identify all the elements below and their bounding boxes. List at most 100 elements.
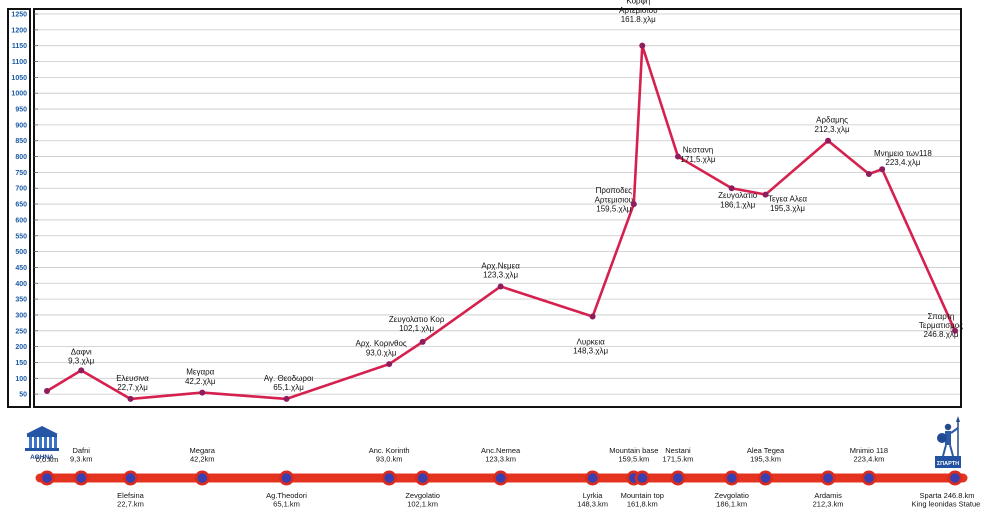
data-label: Αρχ.Νεμεα 123,3.χλμ bbox=[481, 261, 520, 279]
leonidas-statue-icon: ΣΠΑΡΤΗ bbox=[935, 416, 961, 468]
route-stop-label: Nestani 171,5.km bbox=[663, 446, 694, 464]
route-stop bbox=[42, 473, 52, 483]
data-label: Νεστανη 171,5.χλμ bbox=[680, 146, 715, 164]
y-tick-label: 700 bbox=[15, 186, 27, 193]
data-label: Ζευγολατιο 186,1.χλμ bbox=[718, 191, 758, 209]
route-stop bbox=[76, 473, 87, 483]
data-point bbox=[728, 185, 735, 192]
route-stop-label: Mnimio 118 223,4.km bbox=[850, 446, 888, 464]
data-point bbox=[630, 201, 637, 208]
sparta-label: ΣΠΑΡΤΗ bbox=[937, 461, 959, 467]
y-tick-label: 1100 bbox=[12, 59, 27, 66]
route-stop bbox=[823, 473, 833, 483]
data-label: Αρδαμης 212,3.χλμ bbox=[815, 116, 850, 134]
y-tick-label: 850 bbox=[15, 138, 27, 145]
route-stop-label: Anc. Korinth 93,0.km bbox=[369, 446, 410, 464]
data-label: Ζευγολατιο Κορ 102,1.χλμ bbox=[389, 315, 445, 333]
data-label: Προποδες Αρτεμισιου 159,5.χλμ bbox=[595, 186, 633, 213]
y-tick-label: 200 bbox=[15, 344, 27, 351]
route-stop-label: Anc.Nemea 123,3.km bbox=[481, 446, 521, 464]
route-stop-label: Ardamis 212,3.km bbox=[813, 491, 844, 509]
y-tick-label: 650 bbox=[15, 202, 27, 209]
data-label: Σπαρτη Τερματισμος 246.8.χλμ bbox=[919, 312, 963, 339]
y-tick-label: 100 bbox=[15, 376, 27, 383]
data-point bbox=[199, 389, 206, 396]
data-point bbox=[952, 327, 958, 334]
data-point bbox=[497, 283, 504, 290]
data-point bbox=[865, 170, 872, 177]
route-stop-label: Ag.Theodori 65,1.km bbox=[266, 491, 307, 509]
data-point bbox=[762, 191, 769, 198]
y-tick-label: 150 bbox=[15, 360, 27, 367]
route-stop-label: Zevgolatio 186,1.km bbox=[714, 491, 749, 509]
plot-frame bbox=[33, 8, 962, 408]
route-stop bbox=[760, 473, 771, 483]
route-stop bbox=[587, 473, 598, 483]
route-stop-label: Alea Tegea 195,3.km bbox=[747, 446, 785, 464]
data-label: Τεγεα Αλεα 195,3.χλμ bbox=[768, 195, 807, 213]
route-stop-label: Mountain top 161,8.km bbox=[621, 491, 664, 509]
route-stop-label: Megara 42,2km bbox=[190, 446, 216, 464]
route-stop bbox=[950, 473, 960, 483]
route-stop-label: Zevgolatio 102,1.km bbox=[405, 491, 440, 509]
data-label: Κορφη Αρτεμισιου 161.8.χλμ bbox=[619, 0, 657, 24]
data-label: Μνημειο των118 223,4.χλμ bbox=[874, 149, 932, 167]
y-tick-label: 50 bbox=[19, 392, 27, 399]
y-tick-label: 1200 bbox=[11, 27, 27, 34]
data-point bbox=[283, 395, 290, 402]
data-point bbox=[674, 153, 681, 160]
y-tick-label: 450 bbox=[15, 265, 27, 272]
route-stop bbox=[726, 473, 737, 483]
route-stop-label: Elefsina 22,7.km bbox=[117, 491, 145, 509]
y-tick-label: 750 bbox=[15, 170, 27, 177]
data-point bbox=[639, 42, 646, 49]
data-point bbox=[419, 338, 426, 345]
y-tick-label: 1000 bbox=[11, 91, 27, 98]
route-stop bbox=[281, 473, 292, 483]
data-point bbox=[879, 166, 886, 173]
data-point bbox=[127, 395, 134, 402]
athens-label: ΑΘΗΝΑ bbox=[30, 454, 54, 461]
route-stop bbox=[125, 473, 136, 483]
data-point bbox=[589, 313, 596, 320]
data-label: Αγ. Θεοδωροι 65,1.χλμ bbox=[264, 374, 314, 392]
y-tick-label: 1150 bbox=[12, 43, 27, 50]
route-stop-label: 0,0.km bbox=[36, 455, 59, 464]
route-stop bbox=[495, 473, 506, 483]
route-stop bbox=[864, 473, 874, 483]
y-tick-label: 250 bbox=[15, 328, 27, 335]
data-point bbox=[825, 137, 832, 144]
y-tick-label: 350 bbox=[15, 297, 27, 304]
y-axis-frame bbox=[7, 8, 31, 408]
route-stop bbox=[384, 473, 394, 483]
data-point bbox=[78, 367, 85, 374]
data-label: Μεγαρα 42,2.χλμ bbox=[185, 368, 216, 386]
route-stop-label: Sparta 246.8.km King leonidas Statue. bbox=[912, 491, 981, 509]
y-tick-label: 400 bbox=[15, 281, 27, 288]
route-stop bbox=[673, 473, 683, 483]
data-point bbox=[386, 361, 393, 368]
data-label: Αρχ. Κορινθος 93,0.χλμ bbox=[355, 339, 406, 357]
y-tick-label: 950 bbox=[15, 107, 27, 114]
data-point bbox=[44, 387, 50, 394]
athens-temple-icon: ΑΘΗΝΑ bbox=[25, 426, 59, 461]
data-label: Δαφνι 9,3.χλμ bbox=[68, 347, 95, 365]
elevation-line bbox=[46, 44, 957, 401]
route-stop-label: Mountain base 159,5.km bbox=[609, 446, 658, 464]
y-tick-label: 800 bbox=[15, 154, 27, 161]
y-tick-label: 550 bbox=[15, 233, 27, 240]
data-label: Ελευσινα 22,7.χλμ bbox=[116, 374, 149, 392]
y-tick-label: 600 bbox=[15, 217, 27, 224]
data-label: Λυρκεια 148,3.χλμ bbox=[573, 338, 608, 356]
y-tick-label: 1250 bbox=[11, 12, 27, 19]
route-stop bbox=[637, 473, 648, 483]
route-stop bbox=[197, 473, 208, 483]
route-stop-label: Dafni 9,3.km bbox=[70, 446, 93, 464]
route-stop bbox=[417, 473, 428, 483]
y-tick-label: 300 bbox=[15, 312, 27, 319]
y-tick-label: 500 bbox=[15, 249, 27, 256]
y-tick-label: 1050 bbox=[11, 75, 27, 82]
y-tick-label: 900 bbox=[15, 122, 27, 129]
